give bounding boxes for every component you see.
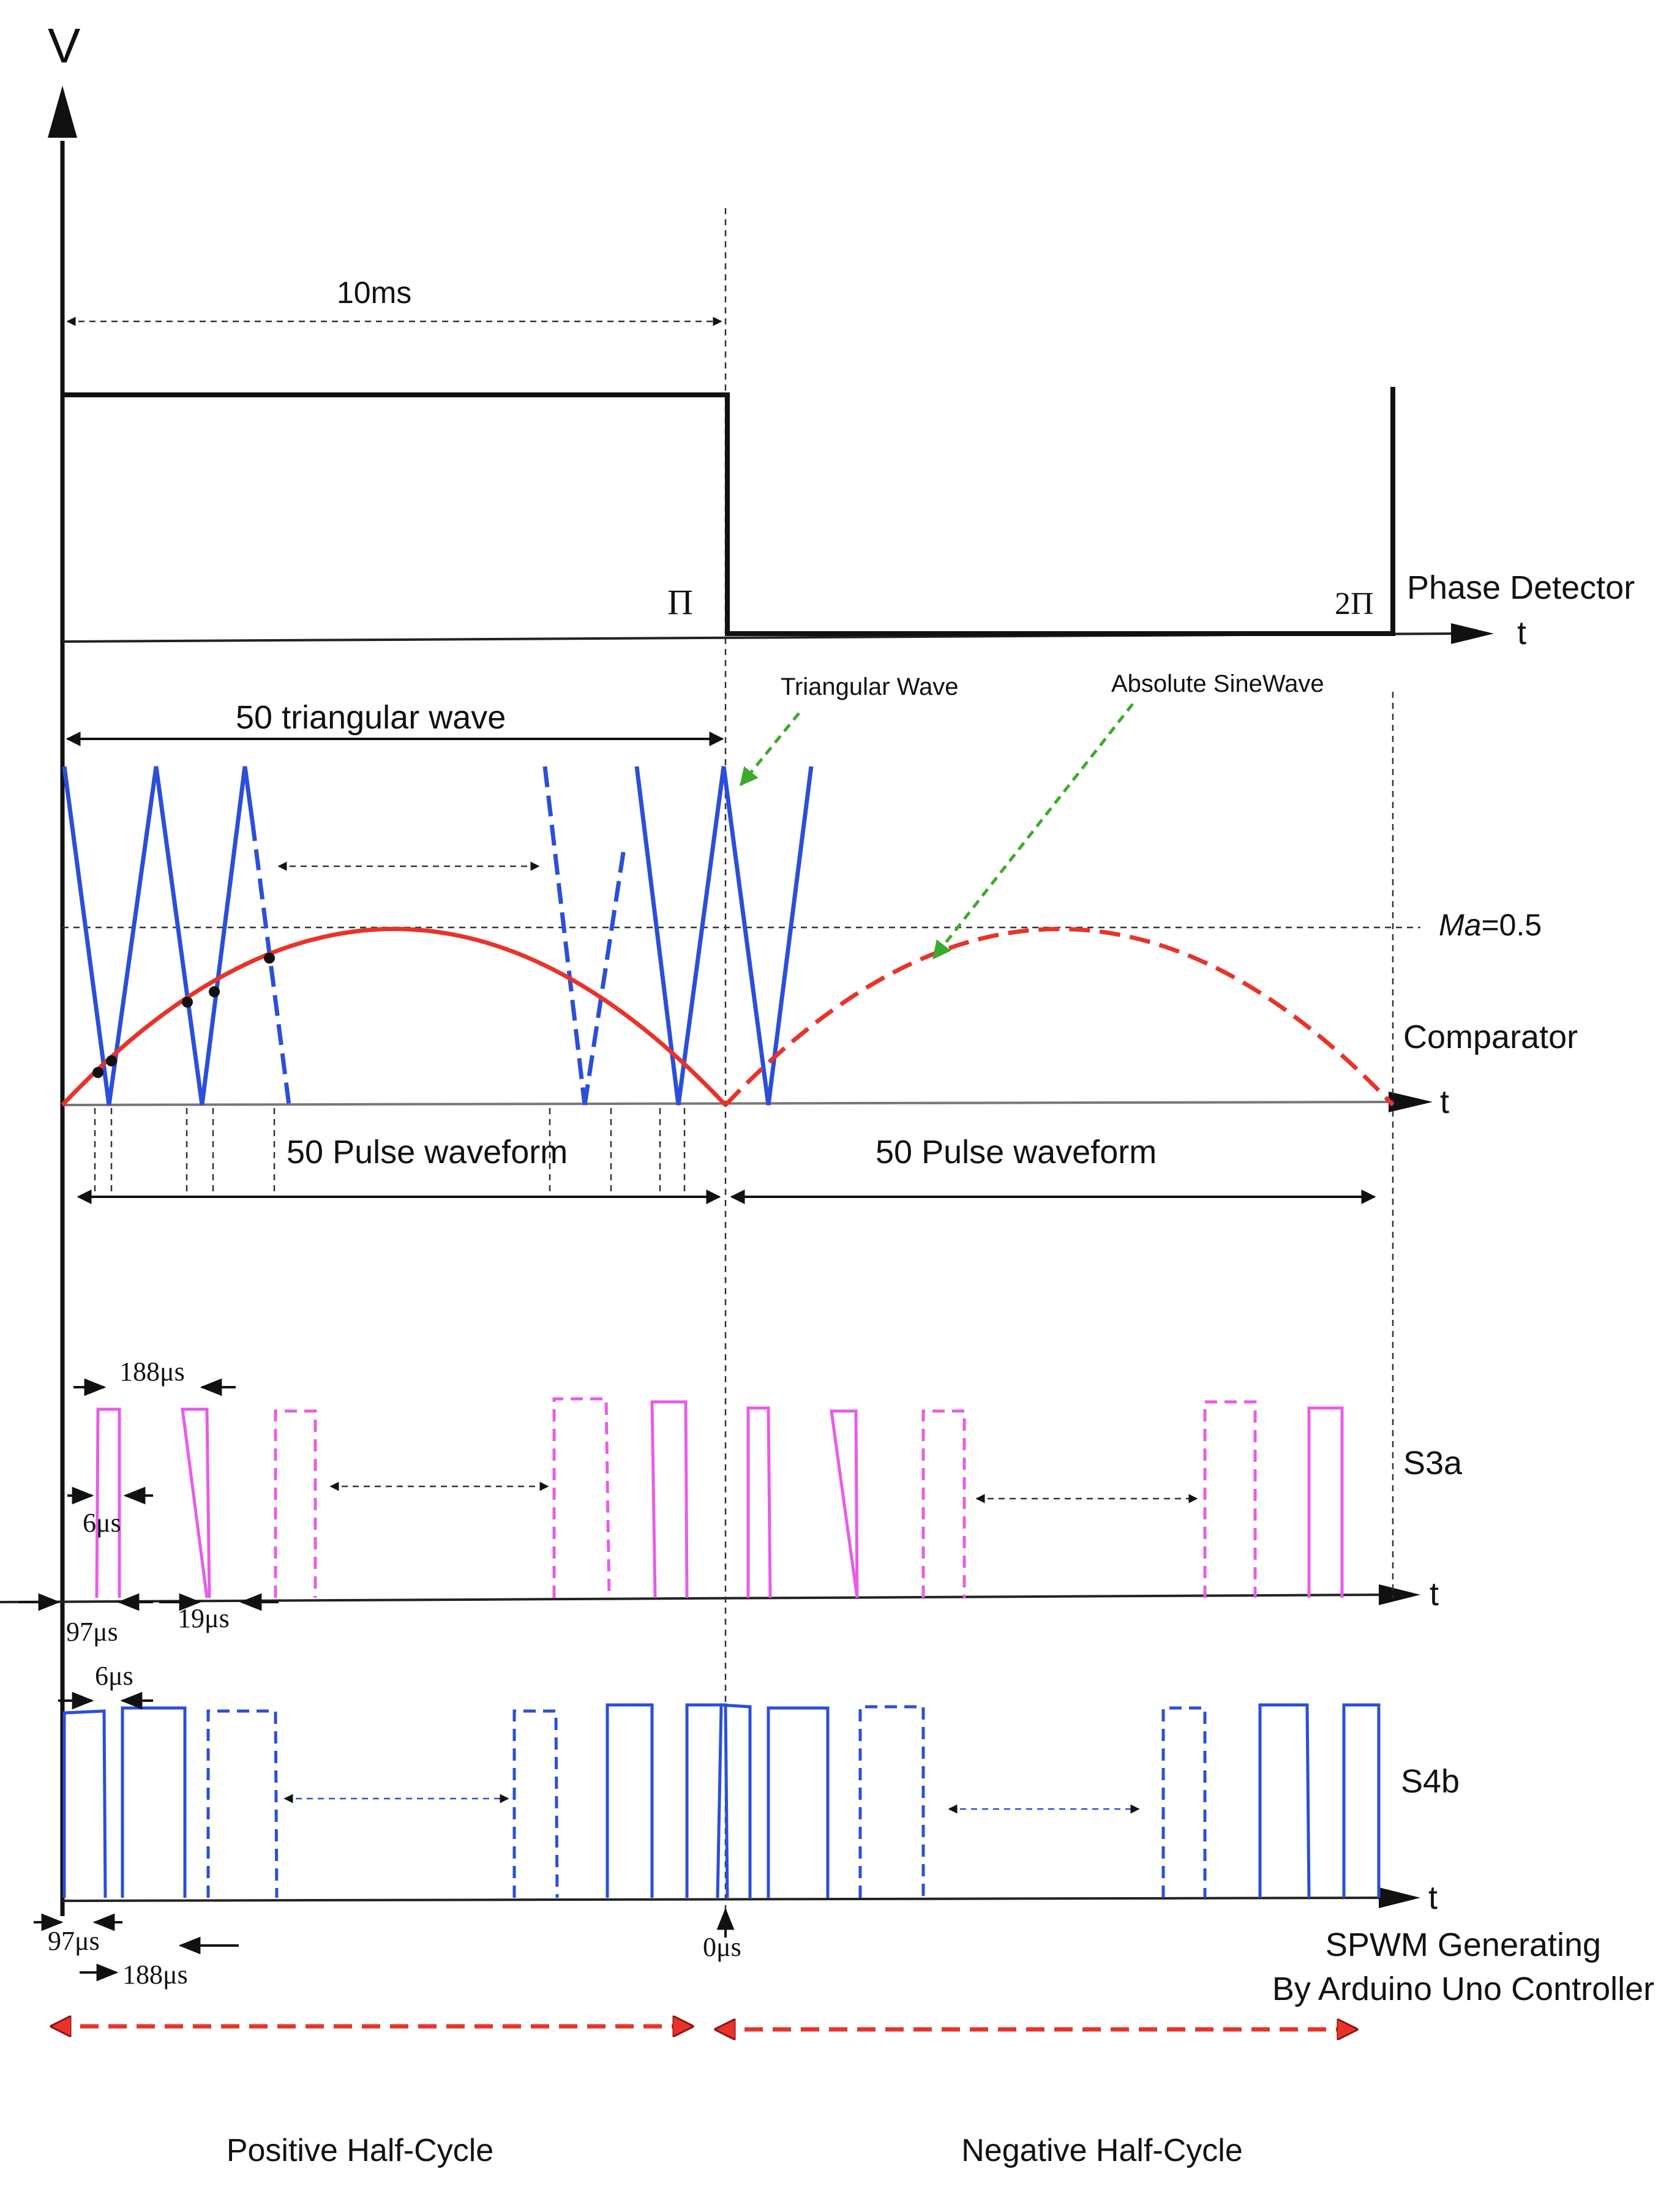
triangular-carrier-dashed-b: [542, 766, 587, 1106]
phase-time-label: t: [1517, 615, 1526, 651]
triangular-wave-label: Triangular Wave: [781, 673, 958, 700]
s3a-97us-label: 97μs: [66, 1617, 118, 1647]
comparator-time-axis: [62, 1092, 1433, 1112]
s3a-6us-label: 6μs: [83, 1508, 121, 1538]
triangular-carrier-dashed-c: [582, 844, 627, 1106]
v-axis-label: V: [48, 18, 81, 73]
s4b-97us-label: 97μs: [48, 1926, 100, 1956]
two-pi-marker: 2Π: [1335, 586, 1374, 621]
pi-marker: Π: [667, 582, 693, 622]
s4b-timing-arrows: [34, 1691, 735, 1982]
s4b-time-label: t: [1428, 1879, 1438, 1916]
s3a-time-label: t: [1430, 1576, 1439, 1612]
absolute-sine-reference: [61, 927, 727, 1107]
intersection-points: [92, 953, 275, 1078]
s3a-188us-label: 188μs: [119, 1357, 185, 1387]
pulse-waveform-neg-label: 50 Pulse waveform: [876, 1134, 1157, 1170]
s4b-label: S4b: [1401, 1763, 1460, 1800]
triangular-wave-pointer: [740, 712, 800, 787]
positive-half-label: Positive Half-Cycle: [227, 2133, 493, 2168]
triangular-carrier-dashed-a: [250, 820, 291, 1106]
s4b-pulses-dashed: [206, 1705, 1207, 1898]
s4b-6us-label: 6μs: [95, 1661, 133, 1691]
phase-detector-label: Phase Detector: [1407, 569, 1635, 606]
title-line-2: By Arduino Uno Controller: [1272, 1971, 1654, 2007]
s4b-pulses: [62, 1703, 1381, 1898]
ma-label: Ma=0.5: [1439, 908, 1542, 942]
s3a-19us-label: 19μs: [178, 1603, 230, 1633]
s3a-label: S3a: [1403, 1445, 1463, 1481]
comparator-label: Comparator: [1403, 1019, 1578, 1055]
comparator-time-label: t: [1440, 1084, 1449, 1120]
phase-detector-square-wave: [62, 387, 1395, 636]
triangular-carrier-right: [634, 766, 814, 1106]
s3a-timing-arrows: [18, 1378, 279, 1611]
title-line-1: SPWM Generating: [1326, 1927, 1601, 1963]
period-10ms-label: 10ms: [337, 275, 411, 310]
s4b-time-axis: [62, 1887, 1420, 1908]
triangular-count-label: 50 triangular wave: [236, 699, 506, 736]
s4b-188us-label: 188μs: [122, 1960, 188, 1990]
s3a-pulses-dashed: [274, 1397, 1257, 1598]
s3a-pulses: [95, 1400, 1344, 1598]
s3a-time-axis: [0, 1584, 1420, 1605]
absolute-sine-reference-dashed: [724, 927, 1395, 1107]
guide-lines: [62, 208, 1420, 1916]
negative-half-label: Negative Half-Cycle: [961, 2133, 1243, 2168]
absolute-sinewave-label: Absolute SineWave: [1111, 670, 1324, 697]
zero-us-label: 0μs: [703, 1932, 741, 1962]
main-v-axis: [48, 86, 77, 1916]
triangular-carrier-left: [62, 766, 255, 1106]
absolute-sinewave-pointer: [932, 703, 1134, 960]
pulse-waveform-pos-label: 50 Pulse waveform: [287, 1134, 568, 1170]
